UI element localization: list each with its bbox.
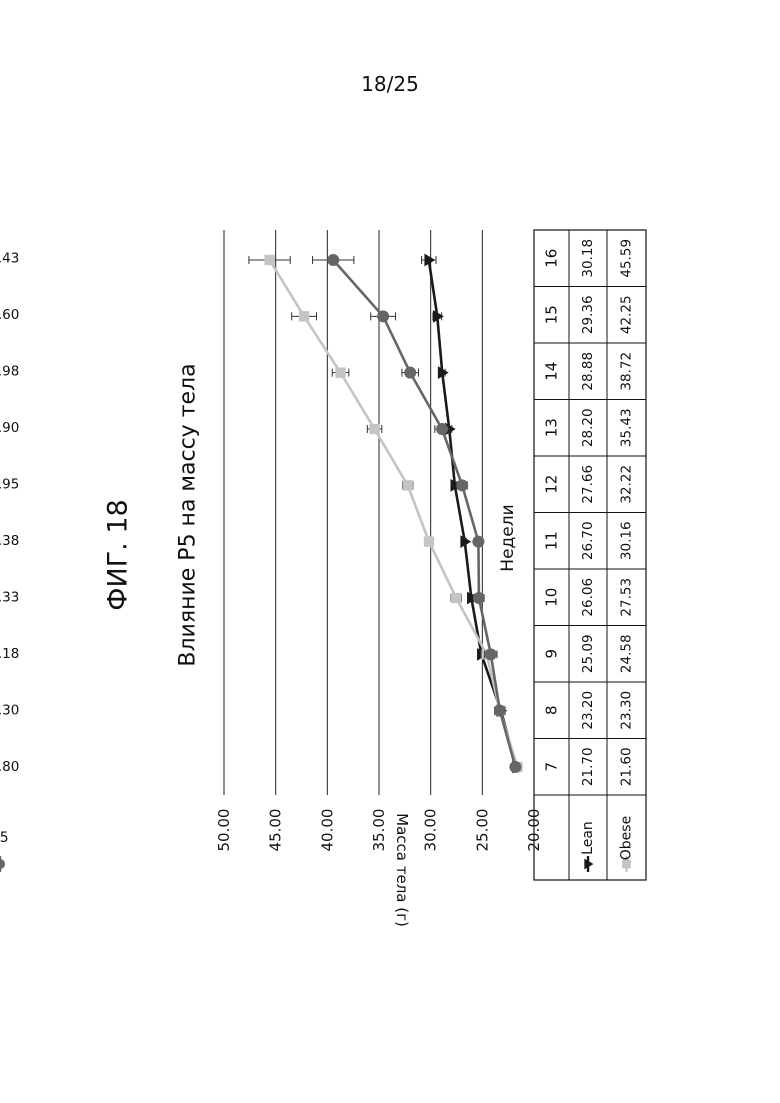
data-point: [403, 481, 412, 490]
data-point: [485, 649, 496, 660]
data-point: [265, 255, 274, 264]
data-point: [328, 255, 339, 266]
data-label: 26.06: [580, 578, 596, 617]
data-label: 21.80: [0, 759, 19, 775]
data-point: [299, 312, 308, 321]
data-point: [378, 311, 389, 322]
x-axis-label: Недели: [498, 504, 518, 571]
data-point: [494, 705, 505, 716]
series-line: [333, 260, 515, 767]
data-label: 24.18: [0, 646, 19, 662]
y-axis-label: Масса тела (г): [393, 813, 411, 927]
data-label: 21.60: [619, 747, 635, 786]
data-label: 28.90: [0, 420, 19, 436]
data-label: 35.43: [619, 408, 635, 447]
data-label: 28.20: [580, 408, 596, 447]
data-label: 25.38: [0, 533, 19, 549]
x-tick-label: 8: [543, 705, 561, 715]
data-label: 21.70: [580, 747, 596, 786]
x-tick-label: 15: [543, 305, 561, 324]
data-label: 28.88: [580, 352, 596, 391]
data-label: 32.22: [619, 465, 635, 504]
data-point: [473, 536, 484, 547]
y-tick-label: 30.00: [422, 809, 440, 852]
y-tick-label: 25.00: [473, 809, 491, 852]
data-label: 23.30: [0, 702, 19, 718]
data-point: [452, 593, 461, 602]
y-tick-label: 50.00: [215, 809, 233, 852]
data-label: 31.98: [0, 363, 19, 379]
data-label: 42.25: [619, 295, 635, 334]
x-tick-label: 10: [543, 588, 561, 607]
legend-entry: P5: [0, 830, 9, 846]
y-tick-label: 45.00: [267, 809, 285, 852]
x-tick-label: 16: [543, 249, 561, 268]
data-point: [623, 860, 631, 868]
data-label: 26.95: [0, 476, 19, 492]
data-point: [437, 424, 448, 435]
data-label: 45.59: [619, 239, 635, 278]
data-label: 26.70: [580, 521, 596, 560]
data-point: [405, 367, 416, 378]
x-tick-label: 11: [543, 531, 561, 550]
data-label: 25.09: [580, 634, 596, 673]
x-tick-label: 14: [543, 362, 561, 381]
x-tick-label: 13: [543, 418, 561, 437]
data-label: 30.16: [619, 521, 635, 560]
data-point: [457, 480, 468, 491]
data-label: 38.72: [619, 352, 635, 391]
data-point: [473, 593, 484, 604]
legend-entry: Lean: [580, 821, 596, 855]
data-label: 23.20: [580, 691, 596, 730]
y-tick-label: 40.00: [318, 809, 336, 852]
data-label: 30.18: [580, 239, 596, 278]
data-label: 27.53: [619, 578, 635, 617]
data-point: [0, 860, 5, 869]
x-tick-label: 7: [543, 762, 561, 772]
data-label: 34.60: [0, 307, 19, 323]
data-label: 27.66: [580, 465, 596, 504]
data-point: [424, 537, 433, 546]
legend-entry: Obese: [619, 816, 635, 860]
x-tick-label: 9: [543, 649, 561, 659]
data-label: 23.30: [619, 691, 635, 730]
data-label: 39.43: [0, 250, 19, 266]
y-tick-label: 35.00: [370, 809, 388, 852]
chart-title: Влияние Р5 на массу тела: [176, 363, 201, 666]
data-point: [510, 762, 521, 773]
data-label: 29.36: [580, 295, 596, 334]
data-label: 25.33: [0, 589, 19, 605]
x-tick-label: 12: [543, 475, 561, 494]
data-point: [370, 424, 379, 433]
data-label: 24.58: [619, 634, 635, 673]
data-point: [336, 368, 345, 377]
